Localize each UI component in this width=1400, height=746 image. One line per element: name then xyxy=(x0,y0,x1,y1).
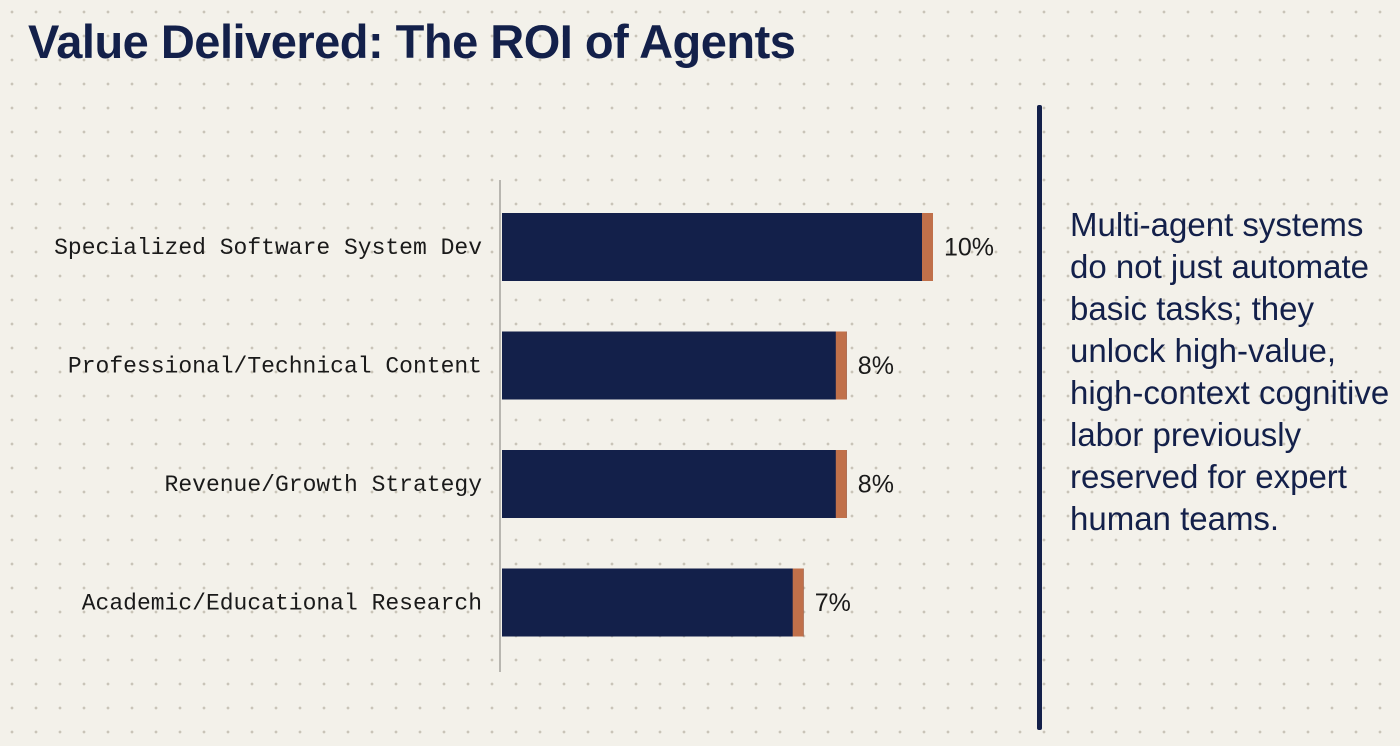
chart-title: Value Delivered: The ROI of Agents xyxy=(28,15,796,68)
bar xyxy=(502,450,847,518)
bar xyxy=(502,331,847,400)
category-label: Revenue/Growth Strategy xyxy=(165,472,483,498)
divider xyxy=(1037,105,1042,730)
value-label: 7% xyxy=(815,589,851,617)
category-label: Academic/Educational Research xyxy=(82,591,482,617)
category-label: Professional/Technical Content xyxy=(68,354,482,380)
bar xyxy=(502,213,933,281)
value-label: 10% xyxy=(944,234,994,262)
bar xyxy=(502,568,804,637)
chart: Specialized Software System Dev 10% Profes… xyxy=(54,180,994,672)
bar-cap xyxy=(922,213,933,281)
annotation: Multi-agent systems do not just automate… xyxy=(1070,206,1390,537)
category-label: Specialized Software System Dev xyxy=(54,235,482,261)
bar-cap xyxy=(835,331,847,400)
bar-cap xyxy=(792,568,804,637)
value-label: 8% xyxy=(858,471,894,499)
bar-cap xyxy=(835,450,847,518)
value-label: 8% xyxy=(858,352,894,380)
